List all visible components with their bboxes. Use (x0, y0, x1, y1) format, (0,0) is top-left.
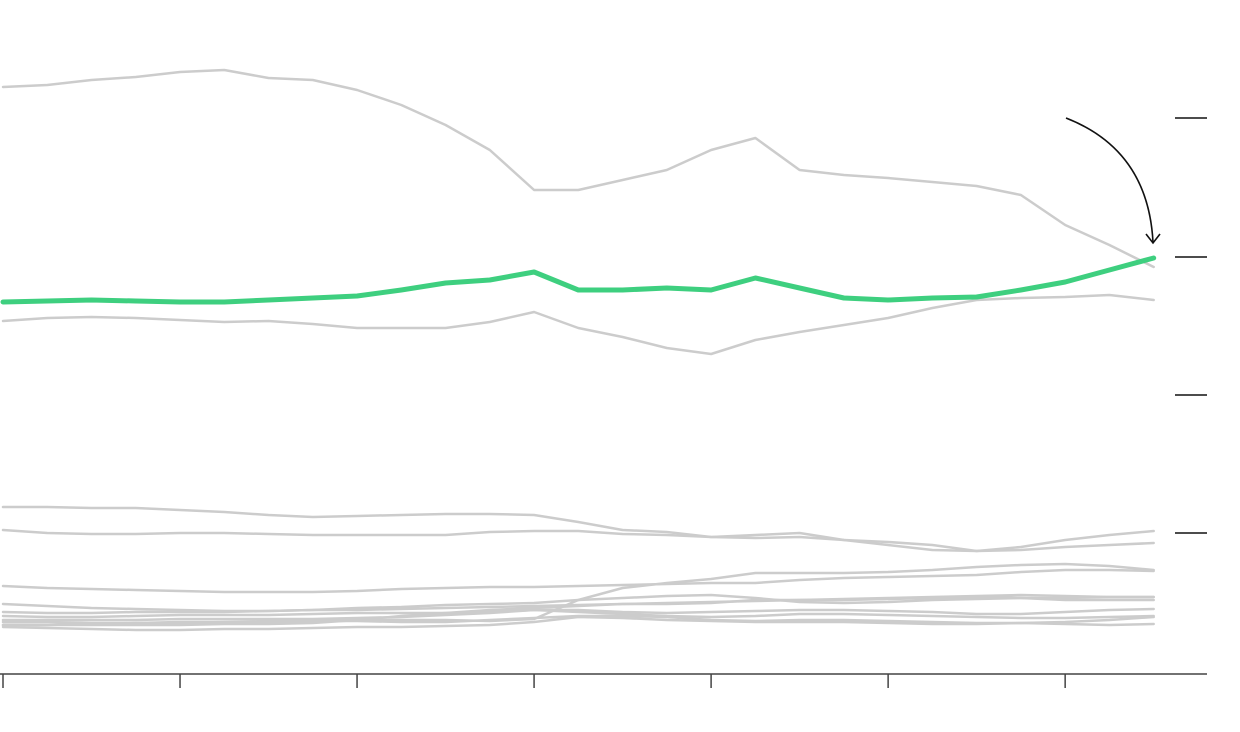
line (1, 608, 1155, 620)
highlight-line (0, 255, 1157, 305)
line (1, 568, 1155, 594)
line (1, 607, 1155, 622)
line (1, 595, 1155, 627)
arrow-head (1145, 233, 1161, 245)
annotation-arrow (1065, 117, 1154, 243)
line (1, 68, 1155, 269)
line (1, 505, 1155, 553)
line (1, 528, 1155, 553)
line (1, 593, 1155, 613)
line (1, 615, 1155, 632)
line (1, 293, 1155, 356)
